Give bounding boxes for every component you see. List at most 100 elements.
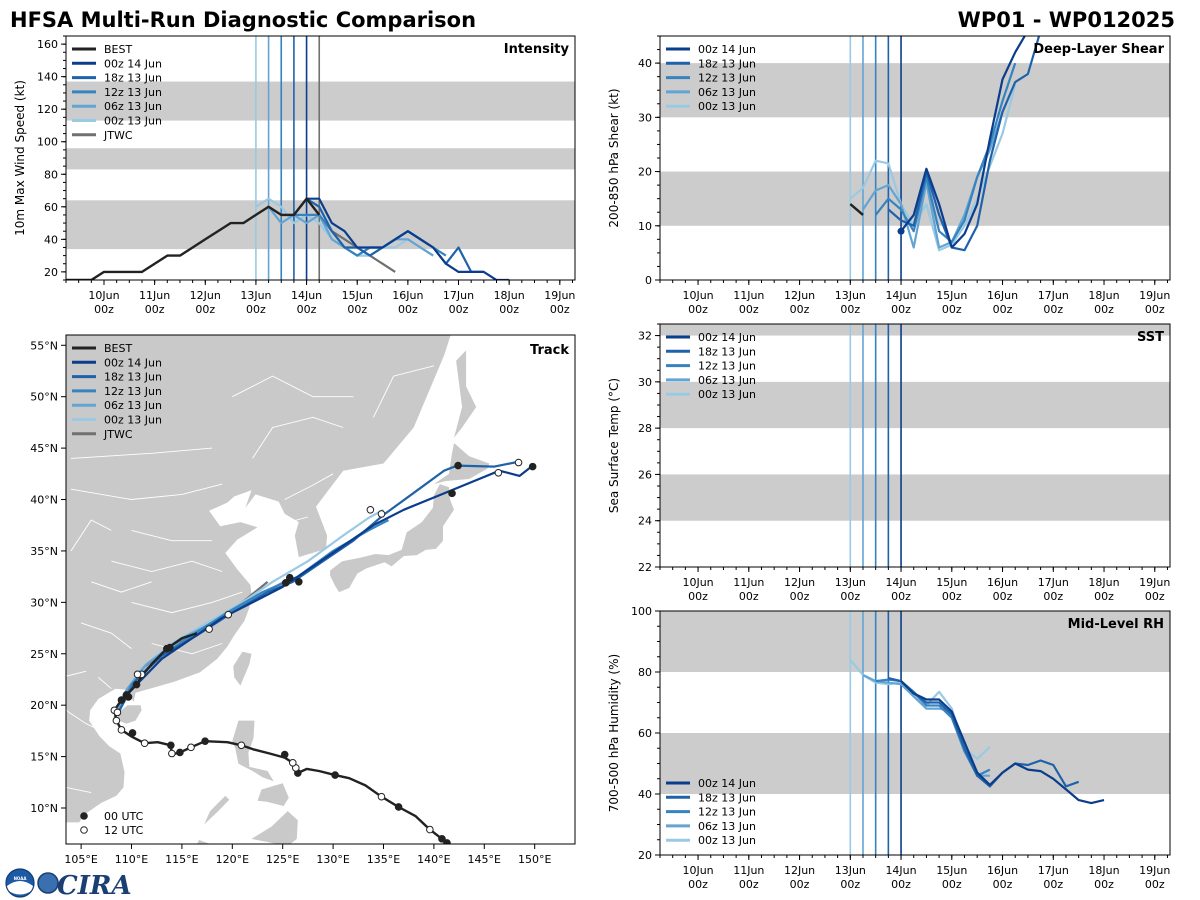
y-tick-label: 60 bbox=[638, 727, 652, 740]
y-tick-label: 55°N bbox=[30, 339, 58, 352]
axes-frame bbox=[65, 334, 576, 845]
y-axis-label: 10m Max Wind Speed (kt) bbox=[13, 80, 27, 236]
legend-label: 00z 14 Jun bbox=[698, 331, 756, 344]
logos: NOAA CIRA bbox=[5, 868, 132, 900]
y-tick-label: 0 bbox=[645, 274, 652, 287]
forecast-marker bbox=[205, 625, 213, 633]
y-axis-label: 700-500 hPa Humidity (%) bbox=[607, 654, 621, 812]
y-tick-label: 40°N bbox=[30, 494, 58, 507]
x-tick-label: 00z bbox=[195, 303, 215, 316]
y-tick-label: 120 bbox=[37, 103, 58, 116]
x-tick-label: 10Jun bbox=[682, 864, 713, 877]
land-japan bbox=[330, 484, 454, 593]
legend-label: 00z 14 Jun bbox=[698, 43, 756, 56]
forecast-marker bbox=[166, 643, 174, 652]
y-tick-label: 40 bbox=[638, 788, 652, 801]
forecast-marker bbox=[295, 577, 303, 586]
y-tick-label: 60 bbox=[44, 201, 58, 214]
x-tick-label: 00z bbox=[1043, 878, 1063, 891]
x-tick-label: 14Jun bbox=[885, 289, 916, 302]
x-tick-label: 00z bbox=[891, 878, 911, 891]
y-tick-label: 140 bbox=[37, 71, 58, 84]
x-tick-label: 18Jun bbox=[1088, 289, 1119, 302]
x-tick-label: 15Jun bbox=[936, 576, 967, 589]
x-tick-label: 12Jun bbox=[784, 289, 815, 302]
y-tick-label: 15°N bbox=[30, 751, 58, 764]
best-track-marker bbox=[176, 748, 184, 757]
x-tick-label: 13Jun bbox=[835, 289, 866, 302]
map-border bbox=[252, 416, 344, 459]
legend-label: 12z 13 Jun bbox=[698, 72, 756, 85]
marker-legend-symbol bbox=[80, 812, 88, 820]
forecast-track bbox=[118, 460, 520, 711]
x-tick-label: 10Jun bbox=[682, 576, 713, 589]
shaded-band bbox=[660, 324, 1170, 336]
map-border bbox=[66, 786, 92, 794]
legend-label: BEST bbox=[104, 43, 132, 56]
legend-label: 18z 13 Jun bbox=[698, 57, 756, 70]
x-tick-label: 00z bbox=[499, 303, 519, 316]
x-tick-label: 15Jun bbox=[936, 864, 967, 877]
x-tick-label: 00z bbox=[246, 303, 266, 316]
y-tick-label: 30 bbox=[638, 376, 652, 389]
x-tick-label: 00z bbox=[942, 303, 962, 316]
x-tick-label: 19Jun bbox=[1139, 289, 1170, 302]
x-tick-label: 14Jun bbox=[885, 864, 916, 877]
panel-title: Deep-Layer Shear bbox=[1033, 42, 1164, 57]
shaded-band bbox=[660, 381, 1170, 429]
forecast-marker bbox=[494, 468, 503, 477]
forecast-marker bbox=[377, 510, 386, 518]
legend-label: JTWC bbox=[103, 129, 133, 142]
y-tick-label: 10°N bbox=[30, 802, 58, 815]
series-line-00z-14-Jun bbox=[900, 680, 1105, 805]
series-line-00z-14-Jun bbox=[306, 197, 510, 280]
x-tick-label: 00z bbox=[398, 303, 418, 316]
panel-title: Mid-Level RH bbox=[1068, 617, 1164, 632]
y-tick-label: 20 bbox=[638, 849, 652, 862]
x-tick-label: 11Jun bbox=[733, 576, 764, 589]
x-tick-label: 00z bbox=[347, 303, 367, 316]
y-tick-label: 50°N bbox=[30, 391, 58, 404]
forecast-marker bbox=[133, 670, 142, 679]
noaa-logo-text: NOAA bbox=[14, 876, 28, 881]
x-tick-label: 00z bbox=[145, 303, 165, 316]
forecast-marker bbox=[281, 579, 290, 587]
series-line-lead bbox=[849, 203, 864, 216]
y-tick-label: 160 bbox=[37, 38, 58, 51]
x-tick-label: 16Jun bbox=[987, 576, 1018, 589]
y-tick-label: 80 bbox=[638, 666, 652, 679]
legend-label: BEST bbox=[104, 342, 132, 355]
y-axis-label: 200-850 hPa Shear (kt) bbox=[607, 88, 621, 227]
x-tick-label: 00z bbox=[94, 303, 114, 316]
panel-title: SST bbox=[1137, 330, 1164, 345]
init-marker bbox=[897, 227, 905, 235]
x-tick-label: 13Jun bbox=[835, 864, 866, 877]
x-tick-label: 00z bbox=[1094, 878, 1114, 891]
best-track-marker bbox=[168, 749, 176, 758]
legend-label: 06z 13 Jun bbox=[698, 820, 756, 833]
map-border bbox=[70, 519, 112, 552]
land-sakhalin bbox=[454, 350, 477, 438]
x-tick-label: 00z bbox=[1094, 303, 1114, 316]
x-tick-label: 00z bbox=[840, 878, 860, 891]
land-mainland bbox=[66, 335, 451, 823]
sst-panel: 22242628303210Jun00z11Jun00z12Jun00z13Ju… bbox=[607, 323, 1171, 603]
y-tick-label: 24 bbox=[638, 515, 652, 528]
x-tick-label: 110°E bbox=[115, 853, 148, 866]
x-tick-label: 13Jun bbox=[835, 576, 866, 589]
storm-id: WP01 - WP012025 bbox=[958, 8, 1175, 32]
forecast-marker bbox=[224, 610, 233, 619]
y-tick-label: 22 bbox=[638, 561, 652, 574]
legend-label: 00z 14 Jun bbox=[104, 356, 162, 369]
legend-label: 12z 13 Jun bbox=[698, 806, 756, 819]
map-border bbox=[70, 447, 213, 459]
y-tick-label: 80 bbox=[44, 168, 58, 181]
x-tick-label: 00z bbox=[688, 590, 708, 603]
y-tick-label: 40 bbox=[638, 57, 652, 70]
best-track-marker bbox=[140, 739, 149, 748]
best-track-marker bbox=[187, 743, 195, 752]
x-tick-label: 00z bbox=[1145, 590, 1165, 603]
series-line-12z-13-Jun bbox=[874, 62, 1017, 244]
best-track-marker bbox=[443, 839, 451, 844]
series-group bbox=[849, 659, 1105, 805]
